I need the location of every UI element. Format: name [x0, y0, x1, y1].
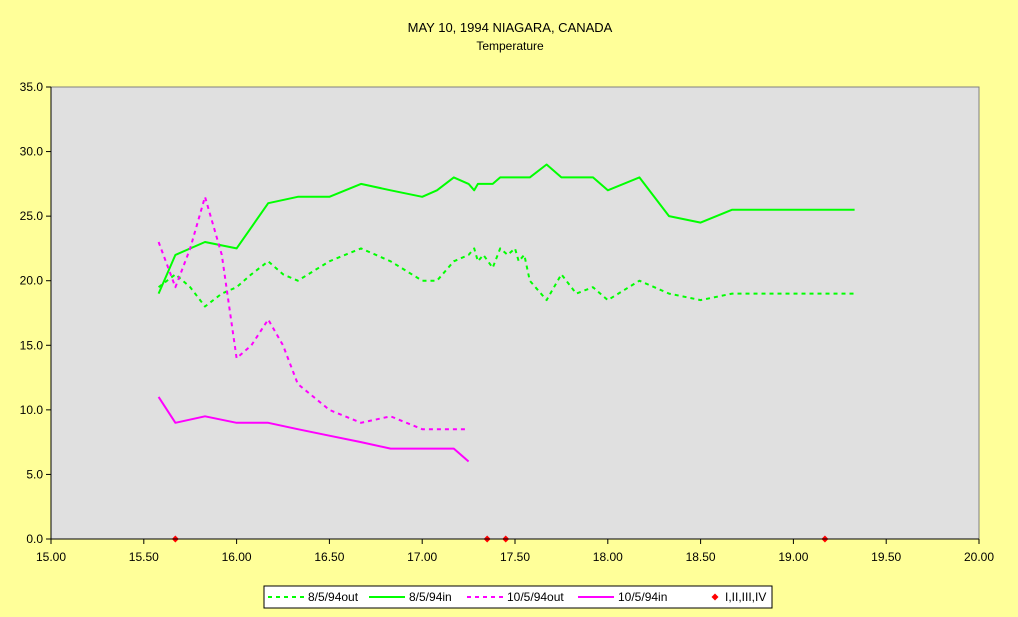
legend-i-ii-iii-iv-label: I,II,III,IV [725, 590, 766, 604]
series-layer [157, 163, 855, 543]
chart-title: MAY 10, 1994 NIAGARA, CANADA [408, 20, 613, 35]
y-tick-label: 0.0 [26, 532, 43, 546]
plot-area [50, 86, 980, 540]
y-tick-label: 20.0 [20, 274, 44, 288]
x-tick-label: 19.50 [871, 550, 901, 564]
y-tick-label: 5.0 [26, 467, 43, 481]
x-tick-label: 15.50 [129, 550, 159, 564]
legend-i-ii-iii-iv-marker [711, 593, 719, 601]
series-8-5-94in-line [157, 163, 855, 294]
y-tick-label: 10.0 [20, 403, 44, 417]
x-tick-label: 17.00 [407, 550, 437, 564]
chart-subtitle: Temperature [476, 39, 544, 53]
legend-8-5-94in-label: 8/5/94in [409, 590, 452, 604]
x-tick-label: 16.50 [314, 550, 344, 564]
x-tick-label: 18.50 [686, 550, 716, 564]
x-tick-label: 19.00 [778, 550, 808, 564]
legend-box [263, 585, 773, 609]
y-tick-label: 35.0 [20, 80, 44, 94]
x-tick-label: 15.00 [36, 550, 66, 564]
legend-10-5-94in-label: 10/5/94in [618, 590, 667, 604]
axes-layer: 0.0 5.0 10.0 15.0 20.0 25.0 30.0 35.0 15.00 15.50… [20, 80, 995, 564]
x-tick-label: 20.00 [964, 550, 994, 564]
y-tick-label: 25.0 [20, 209, 44, 223]
legend: 8/5/94out 8/5/94in 10/5/94out 10/5/94in I,II… [263, 585, 773, 609]
series-10-5-94out-line [157, 195, 469, 431]
series-8-5-94out-line [157, 247, 855, 308]
x-tick-label: 16.00 [222, 550, 252, 564]
y-tick-label: 30.0 [20, 145, 44, 159]
legend-8-5-94out-label: 8/5/94out [308, 590, 359, 604]
series-10-5-94in-line [157, 396, 470, 463]
x-tick-label: 17.50 [500, 550, 530, 564]
legend-10-5-94out-label: 10/5/94out [507, 590, 564, 604]
y-tick-label: 15.0 [20, 338, 44, 352]
x-tick-label: 18.00 [593, 550, 623, 564]
